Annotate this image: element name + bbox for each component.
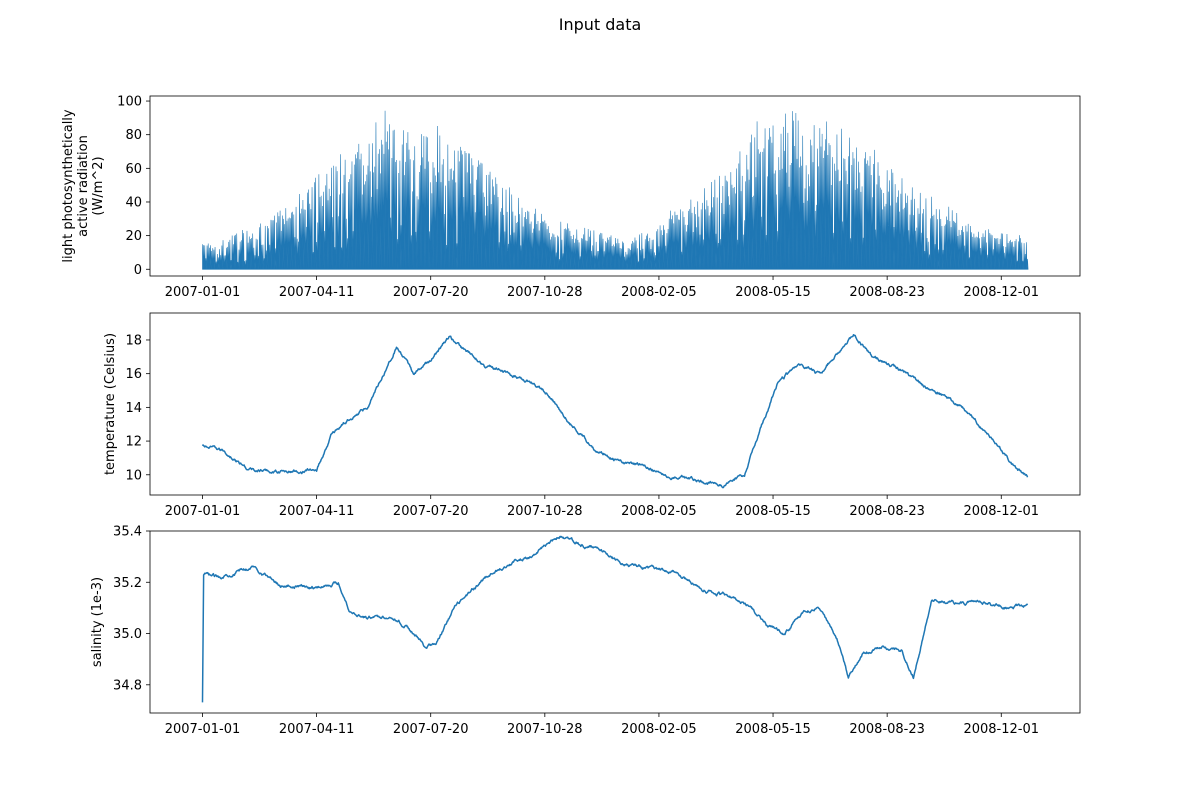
x-tick-label: 2008-12-01 — [963, 285, 1039, 300]
x-tick-label: 2008-05-15 — [735, 722, 811, 737]
y-tick-label: 80 — [125, 128, 142, 143]
y-tick-label: 14 — [125, 401, 142, 416]
figure-title: Input data — [559, 15, 642, 34]
y-tick-label: 40 — [125, 195, 142, 210]
panel-temperature: 2007-01-01 2007-04-11 2007-07-20 2007-10-28… — [103, 312, 1081, 519]
axes-frame — [149, 530, 1081, 714]
y-tick-label: 20 — [125, 229, 142, 244]
x-tick-label: 2007-01-01 — [165, 285, 241, 300]
y-axis-label: active radiation — [76, 135, 91, 237]
y-axis-label: salinity (1e-3) — [90, 577, 105, 667]
x-tick-label: 2007-01-01 — [165, 722, 241, 737]
y-tick-label: 0 — [134, 263, 142, 278]
y-tick-label: 100 — [117, 95, 142, 110]
series-line-2 — [201, 535, 1029, 703]
y-tick-label: 34.8 — [113, 678, 142, 693]
x-tick-label: 2008-08-23 — [849, 285, 925, 300]
panel-radiation: 2007-01-01 2007-04-11 2007-07-20 2007-10-28… — [61, 95, 1081, 300]
y-axis-label: (W/m^2) — [91, 156, 106, 215]
x-tick-label: 2008-02-05 — [621, 285, 697, 300]
x-tick-label: 2008-02-05 — [621, 722, 697, 737]
x-tick-label: 2008-08-23 — [849, 722, 925, 737]
x-tick-label: 2007-07-20 — [393, 285, 469, 300]
x-tick-label: 2007-01-01 — [165, 504, 241, 519]
y-tick-label: 60 — [125, 162, 142, 177]
x-tick-label: 2008-12-01 — [963, 504, 1039, 519]
series-line-1 — [201, 333, 1029, 489]
x-tick-label: 2007-10-28 — [507, 285, 583, 300]
panel-salinity: 2007-01-01 2007-04-11 2007-07-20 2007-10-28… — [90, 525, 1081, 737]
x-tick-label: 2007-04-11 — [279, 504, 355, 519]
x-tick-label: 2007-07-20 — [393, 722, 469, 737]
x-tick-label: 2008-12-01 — [963, 722, 1039, 737]
x-tick-label: 2007-10-28 — [507, 504, 583, 519]
y-tick-label: 10 — [125, 468, 142, 483]
x-tick-label: 2008-02-05 — [621, 504, 697, 519]
x-tick-label: 2008-08-23 — [849, 504, 925, 519]
y-tick-label: 12 — [125, 435, 142, 450]
x-tick-label: 2007-04-11 — [279, 285, 355, 300]
x-tick-label: 2007-07-20 — [393, 504, 469, 519]
x-tick-label: 2007-10-28 — [507, 722, 583, 737]
axes-frame — [149, 95, 1081, 277]
y-tick-label: 18 — [125, 333, 142, 348]
y-axis-label: light photosynthetically — [61, 109, 76, 263]
x-tick-label: 2007-04-11 — [279, 722, 355, 737]
y-tick-label: 35.4 — [113, 525, 142, 540]
x-tick-label: 2008-05-15 — [735, 504, 811, 519]
y-tick-label: 35.2 — [113, 576, 142, 591]
x-tick-label: 2008-05-15 — [735, 285, 811, 300]
y-axis-label: temperature (Celsius) — [103, 333, 118, 475]
y-tick-label: 35.0 — [113, 627, 142, 642]
y-tick-label: 16 — [125, 367, 142, 382]
axes-frame — [149, 312, 1081, 496]
radiation-series-area — [202, 110, 1029, 270]
